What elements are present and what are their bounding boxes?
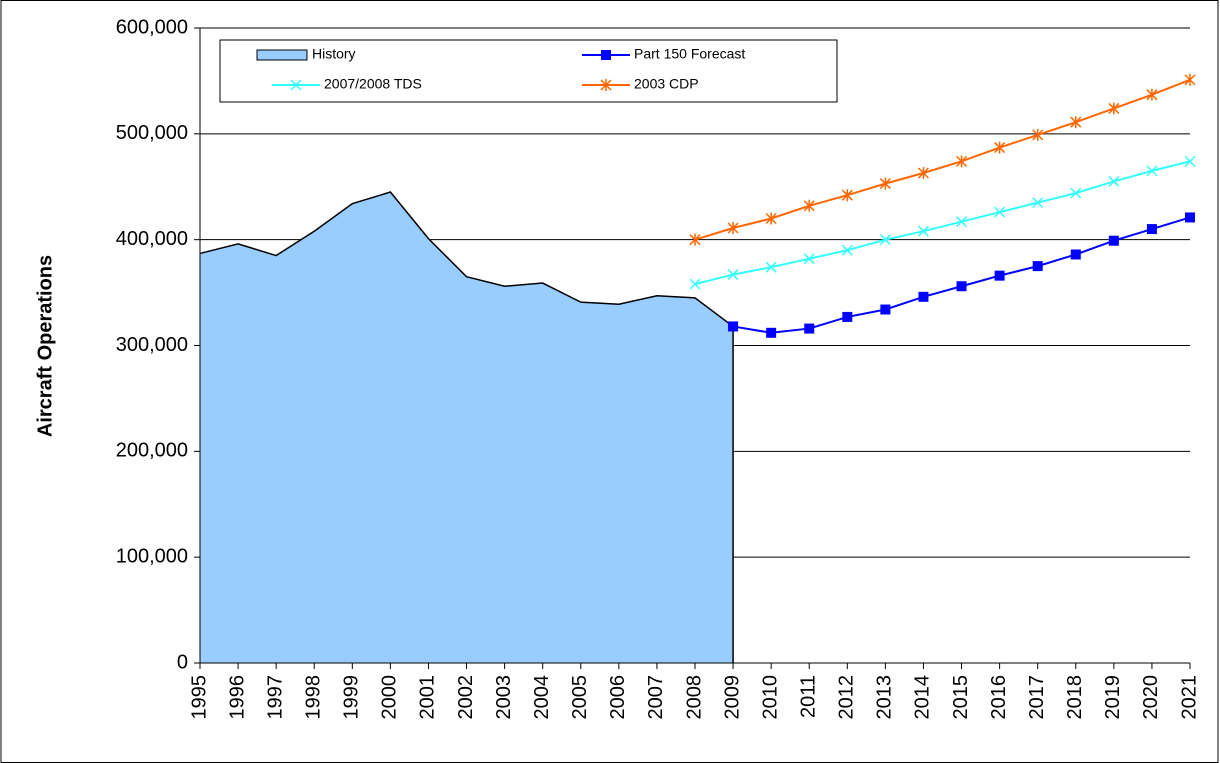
x-tick-label: 2000	[379, 675, 401, 720]
x-tick-label: 2016	[988, 675, 1010, 720]
y-tick-label: 400,000	[116, 228, 188, 250]
legend-box	[219, 39, 838, 103]
legend-label: 2003 CDP	[634, 76, 699, 92]
x-tick-label: 2020	[1140, 675, 1162, 720]
marker	[600, 79, 612, 91]
history-area	[200, 192, 734, 663]
marker	[1032, 197, 1044, 209]
marker	[841, 244, 853, 256]
marker	[1108, 175, 1120, 187]
marker	[1032, 128, 1044, 141]
x-tick-label: 2003	[493, 675, 515, 720]
marker	[1070, 116, 1082, 129]
x-tick-label: 2015	[950, 675, 972, 720]
marker	[689, 233, 701, 246]
x-tick-label: 2017	[1026, 675, 1048, 720]
y-tick-label: 0	[177, 651, 188, 673]
marker	[1146, 88, 1158, 101]
marker	[918, 291, 929, 302]
marker	[1070, 187, 1082, 199]
y-tick-label: 300,000	[116, 334, 188, 356]
x-tick-label: 2007	[645, 675, 667, 720]
marker	[803, 253, 815, 265]
marker	[880, 304, 891, 315]
x-tick-label: 2002	[455, 675, 477, 720]
series-line	[694, 78, 1191, 241]
marker	[1184, 73, 1196, 86]
legend-label: 2007/2008 TDS	[324, 76, 422, 92]
y-tick-label: 200,000	[116, 440, 188, 462]
marker	[1108, 235, 1119, 246]
marker	[1185, 212, 1195, 223]
marker	[994, 206, 1006, 218]
marker	[994, 141, 1006, 154]
x-tick-label: 2018	[1064, 675, 1086, 720]
marker	[842, 311, 853, 322]
marker	[917, 225, 929, 237]
x-tick-label: 1998	[303, 675, 325, 720]
x-tick-label: 2009	[721, 675, 743, 720]
legend-label: History	[312, 46, 356, 62]
history-outline	[199, 191, 734, 663]
marker	[689, 278, 701, 290]
x-tick-label: 2021	[1178, 675, 1200, 720]
marker	[1070, 249, 1081, 260]
y-axis-title: Aircraft Operations	[34, 255, 56, 437]
marker	[841, 189, 853, 202]
marker	[727, 222, 739, 235]
x-tick-label: 2013	[874, 675, 896, 720]
x-tick-label: 2019	[1102, 675, 1124, 720]
marker	[290, 79, 302, 91]
x-tick-label: 1999	[341, 675, 363, 720]
x-tick-label: 2011	[798, 675, 820, 718]
x-tick-label: 2014	[912, 675, 934, 720]
marker	[601, 50, 611, 60]
y-tick-label: 100,000	[116, 545, 188, 567]
x-tick-label: 1997	[264, 675, 286, 720]
x-tick-label: 2012	[836, 675, 858, 720]
series-line	[694, 160, 1191, 286]
marker	[766, 327, 777, 338]
y-tick-label: 600,000	[116, 16, 188, 38]
x-tick-label: 2005	[569, 675, 591, 720]
marker	[956, 155, 968, 168]
marker	[727, 269, 739, 281]
marker	[994, 270, 1005, 281]
x-tick-label: 2006	[607, 675, 629, 720]
x-tick-label: 2001	[417, 675, 439, 720]
x-tick-label: 2004	[531, 675, 553, 720]
marker	[879, 234, 891, 246]
marker	[804, 323, 815, 334]
legend-swatch	[256, 49, 308, 61]
marker	[1146, 224, 1157, 235]
marker	[956, 216, 968, 228]
x-tick-label: 1996	[226, 675, 248, 720]
legend-label: Part 150 Forecast	[634, 46, 745, 62]
x-tick-label: 1995	[188, 675, 210, 720]
marker	[1184, 155, 1196, 167]
marker	[1108, 102, 1120, 115]
marker	[803, 199, 815, 212]
marker	[917, 166, 929, 179]
marker	[728, 321, 739, 332]
x-tick-label: 2008	[683, 675, 705, 720]
marker	[1032, 261, 1043, 272]
x-tick-label: 2010	[759, 675, 781, 720]
marker	[879, 177, 891, 190]
y-tick-label: 500,000	[116, 122, 188, 144]
marker	[765, 261, 777, 273]
marker	[765, 212, 777, 225]
marker	[956, 281, 967, 292]
marker	[1146, 165, 1158, 177]
